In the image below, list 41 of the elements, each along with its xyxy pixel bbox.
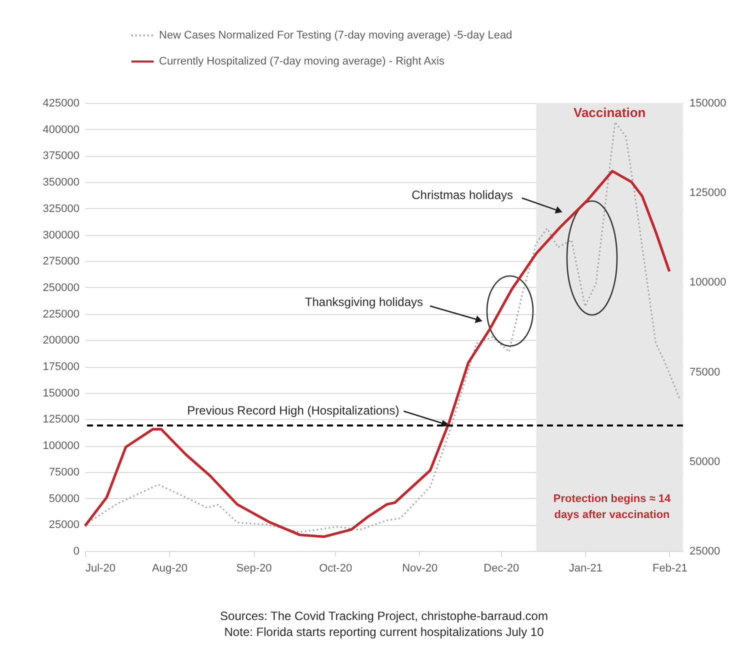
y-tick-label: 350000 [42, 176, 80, 189]
y2-tick-label: 50000 [690, 456, 720, 468]
x-tick-label: Oct-20 [319, 562, 352, 574]
y-tick-label: 125000 [42, 414, 80, 426]
x-tick-label: Jan-21 [568, 562, 602, 574]
y-tick-label: 325000 [42, 202, 80, 215]
y-tick-label: 275000 [42, 256, 80, 268]
annotation: Protection begins ≈ 14 days after vaccination [553, 493, 672, 521]
y-tick-label: 400000 [42, 124, 80, 136]
legend-label: Currently Hospitalized (7-day moving average) - Right Axis [159, 56, 446, 68]
text: Note: Florida starts reporting current hospitalizations July 10 [224, 625, 544, 639]
legend-label: New Cases Normalized For Testing (7-day moving average) -5-day Lead [159, 30, 512, 42]
y-tick-label: 300000 [42, 229, 80, 242]
y-tick-label: 425000 [42, 98, 80, 110]
y-tick-label: 200000 [42, 334, 80, 347]
source-note: Sources: The Covid Tracking Project, christophe-barraud.com [220, 609, 548, 623]
y-tick-label: 250000 [42, 282, 80, 294]
annotation: Christmas holidays [412, 188, 513, 202]
x-tick-label: Sep-20 [236, 562, 272, 574]
y-tick-label: 50000 [48, 492, 80, 505]
y-tick-label: 100000 [42, 440, 80, 452]
y2-tick-label: 75000 [690, 366, 720, 378]
y-tick-label: 225000 [42, 308, 80, 320]
y-tick-label: 25000 [48, 519, 80, 532]
y-tick-label: 375000 [42, 150, 80, 162]
x-tick-label: Aug-20 [152, 562, 188, 574]
annotation: Thanksgiving holidays [304, 295, 423, 309]
y2-tick-label: 125000 [690, 187, 726, 200]
y-tick-label: 0 [73, 546, 80, 558]
annotation: Previous Record High (Hospitalizations) [187, 404, 400, 418]
y2-tick-label: 100000 [690, 276, 726, 289]
y-tick-label: 175000 [42, 361, 80, 374]
x-tick-label: Nov-20 [402, 562, 438, 574]
y2-tick-label: 25000 [690, 546, 720, 558]
y2-tick-label: 150000 [690, 98, 726, 110]
y-tick-label: 150000 [42, 387, 80, 400]
x-tick-label: Dec-20 [484, 562, 520, 574]
x-tick-label: Jul-20 [86, 562, 116, 574]
x-tick-label: Feb-21 [652, 562, 688, 574]
y-tick-label: 75000 [48, 466, 80, 478]
band-label: Vaccination [573, 105, 646, 120]
